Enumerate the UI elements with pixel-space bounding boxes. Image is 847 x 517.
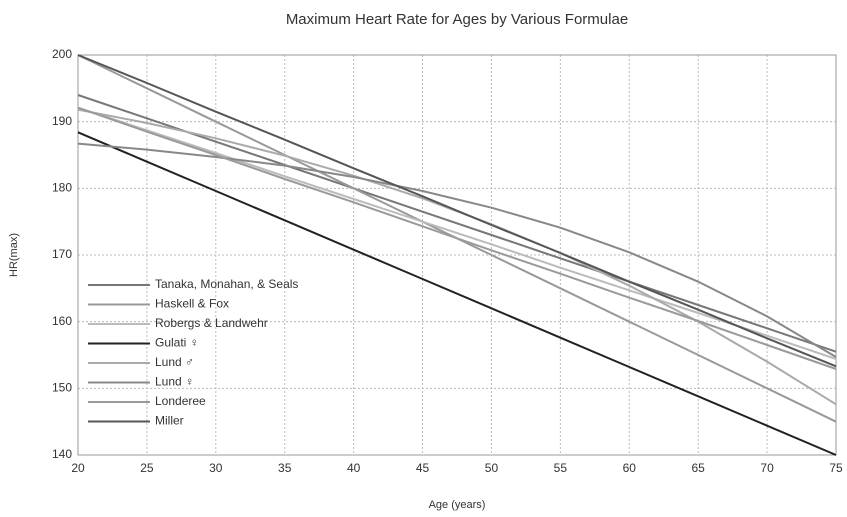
x-tick-label: 70 <box>760 461 774 475</box>
series-line <box>77 131 837 456</box>
y-tick-label: 180 <box>52 181 72 195</box>
legend-label: Gulati ♀ <box>155 336 199 350</box>
series-line <box>77 106 837 370</box>
legend-label: Tanaka, Monahan, & Seals <box>155 277 298 291</box>
legend-label: Miller <box>155 414 184 428</box>
x-tick-label: 55 <box>554 461 568 475</box>
chart-title: Maximum Heart Rate for Ages by Various F… <box>286 11 628 28</box>
x-tick-label: 35 <box>278 461 292 475</box>
x-tick-label: 20 <box>71 461 85 475</box>
x-tick-label: 45 <box>416 461 430 475</box>
y-tick-label: 150 <box>52 381 72 395</box>
y-tick-label: 190 <box>52 114 72 128</box>
legend-label: Lund ♀ <box>155 375 194 389</box>
y-tick-label: 200 <box>52 47 72 61</box>
legend-label: Lund ♂ <box>155 355 194 369</box>
y-tick-label: 170 <box>52 247 72 261</box>
series-line <box>77 94 837 353</box>
legend-label: Robergs & Landwehr <box>155 316 268 330</box>
series-line <box>77 54 837 368</box>
plot-frame <box>77 54 837 456</box>
x-tick-label: 65 <box>692 461 706 475</box>
y-tick-label: 160 <box>52 314 72 328</box>
legend-label: Londeree <box>155 394 206 408</box>
series-line <box>77 106 837 360</box>
y-tick-label: 140 <box>52 447 72 461</box>
x-axis-label: Age (years) <box>429 499 486 511</box>
x-tick-label: 25 <box>140 461 154 475</box>
y-axis-label: HR(max) <box>8 233 20 277</box>
x-tick-label: 50 <box>485 461 499 475</box>
x-tick-label: 60 <box>623 461 637 475</box>
x-tick-label: 75 <box>829 461 843 475</box>
series-line <box>77 142 837 358</box>
legend-label: Haskell & Fox <box>155 297 229 311</box>
x-tick-label: 30 <box>209 461 223 475</box>
x-tick-label: 40 <box>347 461 361 475</box>
